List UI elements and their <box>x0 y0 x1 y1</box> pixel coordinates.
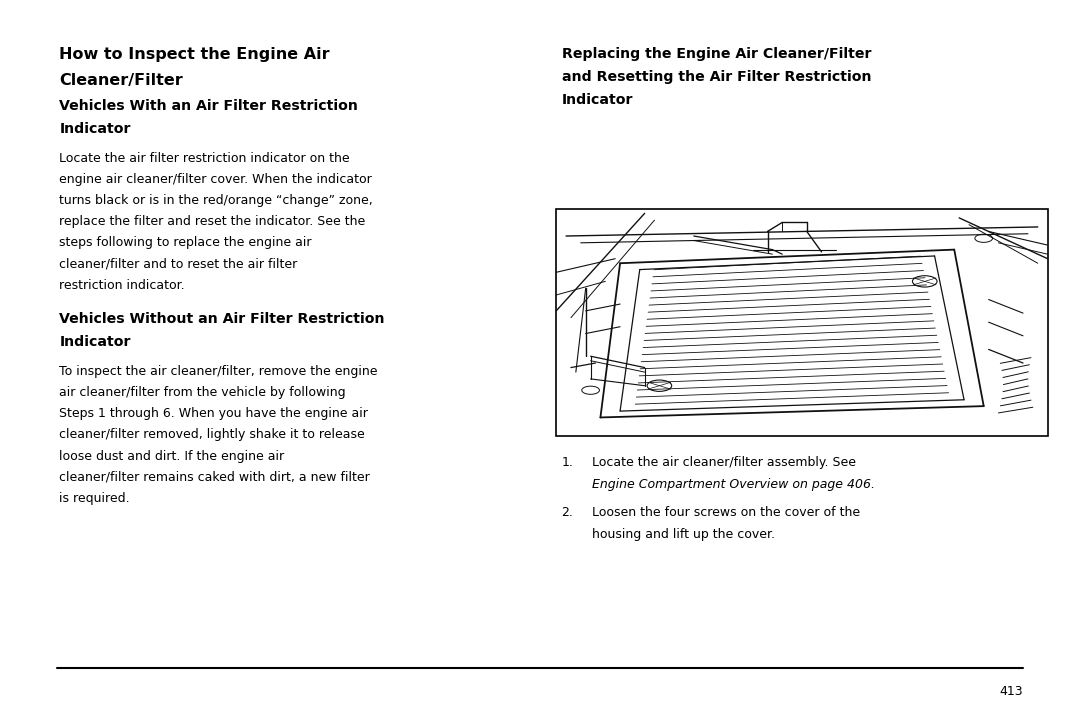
Text: How to Inspect the Engine Air: How to Inspect the Engine Air <box>59 47 330 62</box>
Text: turns black or is in the red/orange “change” zone,: turns black or is in the red/orange “cha… <box>59 194 374 207</box>
Text: Indicator: Indicator <box>562 93 633 107</box>
Text: cleaner/filter and to reset the air filter: cleaner/filter and to reset the air filt… <box>59 258 298 271</box>
Text: Locate the air filter restriction indicator on the: Locate the air filter restriction indica… <box>59 152 350 165</box>
Text: Vehicles With an Air Filter Restriction: Vehicles With an Air Filter Restriction <box>59 99 359 112</box>
Text: steps following to replace the engine air: steps following to replace the engine ai… <box>59 236 312 249</box>
Text: Indicator: Indicator <box>59 122 131 135</box>
Text: 1.: 1. <box>562 456 573 469</box>
Text: Locate the air cleaner/filter assembly. See: Locate the air cleaner/filter assembly. … <box>592 456 855 469</box>
Text: Cleaner/Filter: Cleaner/Filter <box>59 73 184 89</box>
Text: 413: 413 <box>999 685 1023 698</box>
Text: 2.: 2. <box>562 506 573 519</box>
Text: and Resetting the Air Filter Restriction: and Resetting the Air Filter Restriction <box>562 70 872 84</box>
Text: engine air cleaner/filter cover. When the indicator: engine air cleaner/filter cover. When th… <box>59 173 373 186</box>
Text: Engine Compartment Overview on page 406.: Engine Compartment Overview on page 406. <box>592 478 875 491</box>
Text: cleaner/filter removed, lightly shake it to release: cleaner/filter removed, lightly shake it… <box>59 428 365 441</box>
Text: Replacing the Engine Air Cleaner/Filter: Replacing the Engine Air Cleaner/Filter <box>562 47 872 60</box>
Text: cleaner/filter remains caked with dirt, a new filter: cleaner/filter remains caked with dirt, … <box>59 471 370 484</box>
Text: Vehicles Without an Air Filter Restriction: Vehicles Without an Air Filter Restricti… <box>59 312 384 326</box>
Text: is required.: is required. <box>59 492 130 505</box>
Text: Indicator: Indicator <box>59 335 131 349</box>
Text: To inspect the air cleaner/filter, remove the engine: To inspect the air cleaner/filter, remov… <box>59 365 378 378</box>
Text: housing and lift up the cover.: housing and lift up the cover. <box>592 528 774 541</box>
Bar <box>556 209 1048 436</box>
Text: Loosen the four screws on the cover of the: Loosen the four screws on the cover of t… <box>592 506 860 519</box>
Text: air cleaner/filter from the vehicle by following: air cleaner/filter from the vehicle by f… <box>59 386 346 399</box>
Text: restriction indicator.: restriction indicator. <box>59 279 185 292</box>
Text: replace the filter and reset the indicator. See the: replace the filter and reset the indicat… <box>59 215 366 228</box>
Text: Steps 1 through 6. When you have the engine air: Steps 1 through 6. When you have the eng… <box>59 408 368 420</box>
Text: loose dust and dirt. If the engine air: loose dust and dirt. If the engine air <box>59 449 284 462</box>
